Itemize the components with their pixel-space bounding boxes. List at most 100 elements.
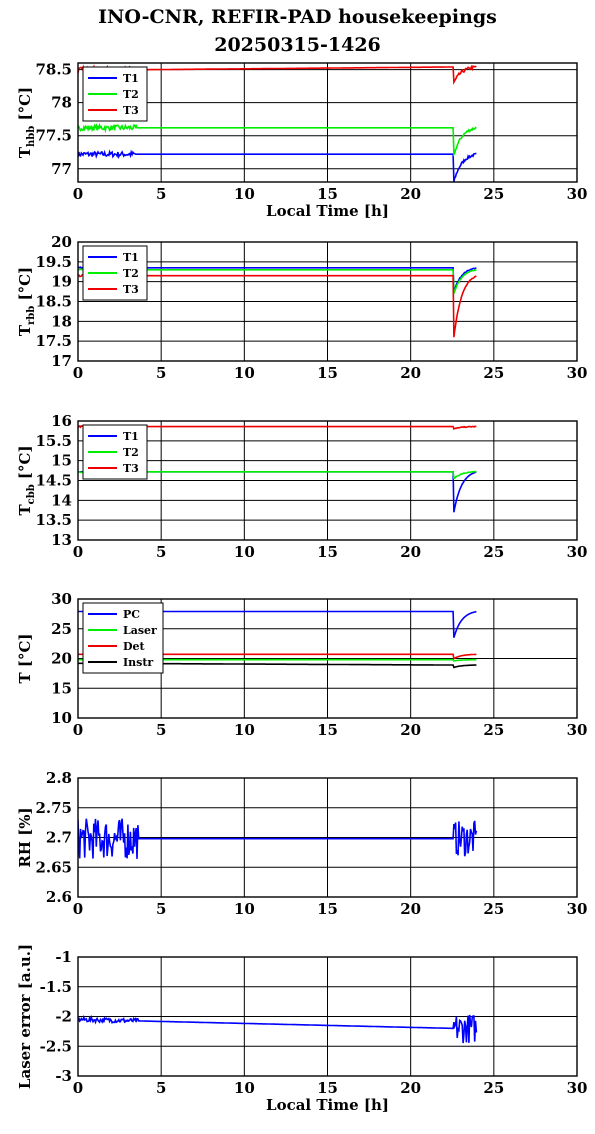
x-tick-label: 0 bbox=[73, 543, 83, 561]
y-axis-label: T [°C] bbox=[16, 633, 34, 683]
x-tick-label: 5 bbox=[156, 185, 166, 203]
x-axis-label: Local Time [h] bbox=[266, 1096, 389, 1114]
y-tick-label: 77.5 bbox=[35, 127, 72, 145]
legend: T1 T2 T3 bbox=[82, 245, 148, 301]
legend-label: PC bbox=[123, 608, 140, 621]
plot-frame bbox=[77, 62, 578, 183]
y-tick-label: 2.7 bbox=[46, 829, 72, 847]
y-tick-label: 78.5 bbox=[35, 61, 72, 79]
legend-label: Laser bbox=[123, 624, 157, 637]
x-tick-label: 30 bbox=[567, 364, 588, 382]
y-tick-label: 15 bbox=[51, 679, 72, 697]
x-tick-label: 10 bbox=[234, 721, 255, 739]
y-tick-label: 2.65 bbox=[35, 858, 72, 876]
x-tick-label: 20 bbox=[400, 185, 421, 203]
x-tick-label: 5 bbox=[156, 721, 166, 739]
plot-frame bbox=[77, 956, 578, 1077]
x-tick-label: 20 bbox=[400, 364, 421, 382]
panel-1: 0 5 10 15 20 25 30 77 77.5 78 78.5 Local Time [h] Th… bbox=[16, 61, 587, 220]
y-tick-label: 10 bbox=[51, 709, 72, 727]
y-tick-label: -1 bbox=[55, 948, 72, 966]
y-tick-label: 17 bbox=[51, 352, 72, 370]
y-tick-label: -2 bbox=[55, 1008, 72, 1026]
y-tick-label: 77 bbox=[51, 160, 72, 178]
y-tick-label: 13 bbox=[51, 531, 72, 549]
x-tick-label: 30 bbox=[567, 721, 588, 739]
y-tick-label: 15.5 bbox=[35, 432, 72, 450]
y-axis-label: Thbb [°C] bbox=[16, 87, 37, 158]
x-tick-label: 10 bbox=[234, 900, 255, 918]
x-tick-label: 20 bbox=[400, 721, 421, 739]
x-tick-label: 5 bbox=[156, 543, 166, 561]
series-line-data bbox=[78, 818, 478, 859]
x-tick-label: 10 bbox=[234, 364, 255, 382]
x-tick-label: 25 bbox=[483, 185, 504, 203]
plot-frame bbox=[77, 777, 578, 898]
y-axis-label: Laser error [a.u.] bbox=[16, 944, 34, 1089]
plot-frame bbox=[77, 241, 578, 362]
x-tick-label: 5 bbox=[156, 900, 166, 918]
x-tick-label: 15 bbox=[317, 721, 338, 739]
y-tick-label: 78 bbox=[51, 94, 72, 112]
x-tick-label: 30 bbox=[567, 185, 588, 203]
series-line-data bbox=[78, 1014, 478, 1044]
x-tick-label: 0 bbox=[73, 364, 83, 382]
figure-title: INO-CNR, REFIR-PAD housekeepings bbox=[98, 6, 497, 28]
y-axis-label: Tcbb [°C] bbox=[16, 445, 37, 515]
legend: T1 T2 T3 bbox=[82, 66, 148, 122]
y-tick-label: 16 bbox=[51, 412, 72, 430]
y-tick-label: 30 bbox=[51, 590, 72, 608]
x-tick-label: 10 bbox=[234, 1079, 255, 1097]
x-tick-label: 5 bbox=[156, 364, 166, 382]
x-tick-label: 20 bbox=[400, 900, 421, 918]
y-tick-label: 20 bbox=[51, 650, 72, 668]
x-tick-label: 30 bbox=[567, 1079, 588, 1097]
y-tick-label: -2.5 bbox=[40, 1037, 72, 1055]
legend-label: T1 bbox=[123, 430, 139, 443]
plot-frame bbox=[77, 420, 578, 541]
x-tick-label: 5 bbox=[156, 1079, 166, 1097]
x-tick-label: 20 bbox=[400, 1079, 421, 1097]
y-axis-label: Trbb [°C] bbox=[16, 267, 37, 336]
x-tick-label: 0 bbox=[73, 900, 83, 918]
legend-label: T3 bbox=[123, 104, 139, 117]
legend-label: T2 bbox=[123, 88, 139, 101]
panel-4: 0 5 10 15 20 25 30 10 15 20 25 30 T [°C] PC Laser Det In… bbox=[16, 590, 587, 739]
x-tick-label: 0 bbox=[73, 721, 83, 739]
figure-subtitle: 20250315-1426 bbox=[214, 34, 381, 56]
x-tick-label: 20 bbox=[400, 543, 421, 561]
y-tick-label: 19 bbox=[51, 273, 72, 291]
x-tick-label: 25 bbox=[483, 1079, 504, 1097]
legend-label: T2 bbox=[123, 267, 139, 280]
y-tick-label: 2.6 bbox=[46, 888, 72, 906]
panel-6: 0 5 10 15 20 25 30 -3 -2.5 -2 -1.5 -1 Local Time [h]… bbox=[16, 944, 587, 1114]
x-tick-label: 10 bbox=[234, 543, 255, 561]
x-tick-label: 10 bbox=[234, 185, 255, 203]
plot-frame bbox=[77, 598, 578, 719]
y-tick-label: 15 bbox=[51, 452, 72, 470]
x-tick-label: 25 bbox=[483, 900, 504, 918]
legend-label: Instr bbox=[123, 656, 153, 669]
y-tick-label: 2.8 bbox=[46, 769, 72, 787]
y-tick-label: -1.5 bbox=[40, 978, 72, 996]
x-tick-label: 25 bbox=[483, 543, 504, 561]
x-tick-label: 25 bbox=[483, 721, 504, 739]
x-tick-label: 15 bbox=[317, 1079, 338, 1097]
series-line-t1 bbox=[78, 149, 477, 182]
legend: PC Laser Det Instr bbox=[82, 602, 164, 674]
y-tick-label: 18 bbox=[51, 312, 72, 330]
legend: T1 T2 T3 bbox=[82, 424, 148, 480]
x-tick-label: 15 bbox=[317, 364, 338, 382]
y-axis-label: RH [%] bbox=[16, 807, 34, 867]
legend-label: T1 bbox=[123, 72, 139, 85]
y-tick-label: 25 bbox=[51, 620, 72, 638]
y-tick-label: 14.5 bbox=[35, 472, 72, 490]
series-line-t2 bbox=[78, 122, 477, 157]
x-tick-label: 30 bbox=[567, 543, 588, 561]
legend-label: T3 bbox=[123, 462, 139, 475]
x-tick-label: 15 bbox=[317, 543, 338, 561]
x-tick-label: 30 bbox=[567, 900, 588, 918]
legend-label: T3 bbox=[123, 283, 139, 296]
